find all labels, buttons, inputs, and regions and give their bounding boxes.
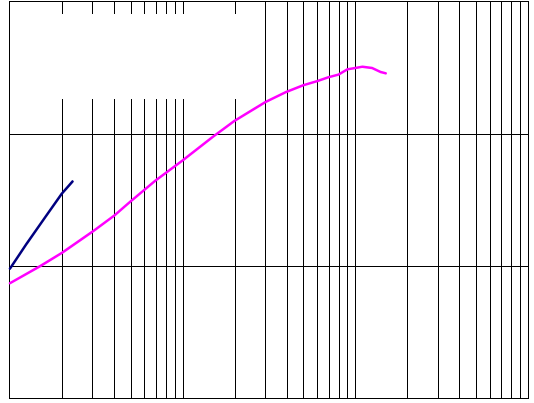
series-line-1 bbox=[8, 180, 74, 270]
grid-lines bbox=[10, 2, 528, 398]
series-line-2 bbox=[8, 65, 387, 285]
series-lines bbox=[8, 65, 387, 285]
legend-backdrop bbox=[24, 16, 310, 98]
